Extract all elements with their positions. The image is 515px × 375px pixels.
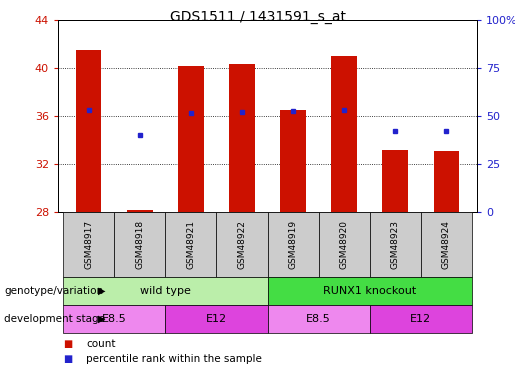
Text: GSM48923: GSM48923: [391, 220, 400, 269]
Text: ▶: ▶: [98, 314, 106, 324]
Text: percentile rank within the sample: percentile rank within the sample: [87, 354, 262, 364]
Bar: [267, 305, 370, 333]
Text: GSM48920: GSM48920: [340, 220, 349, 269]
Bar: [383, 150, 408, 212]
Text: E12: E12: [410, 314, 432, 324]
Text: GSM48921: GSM48921: [186, 220, 195, 269]
Bar: [165, 305, 267, 333]
Bar: [114, 212, 165, 277]
Text: ■: ■: [63, 339, 73, 349]
Bar: [165, 212, 216, 277]
Bar: [370, 212, 421, 277]
Bar: [434, 151, 459, 212]
Text: E8.5: E8.5: [102, 314, 127, 324]
Text: GSM48922: GSM48922: [237, 220, 247, 269]
Bar: [178, 66, 203, 212]
Text: E12: E12: [206, 314, 227, 324]
Text: GSM48924: GSM48924: [442, 220, 451, 269]
Text: development stage: development stage: [4, 314, 105, 324]
Text: genotype/variation: genotype/variation: [4, 286, 103, 296]
Text: RUNX1 knockout: RUNX1 knockout: [323, 286, 416, 296]
Bar: [267, 277, 472, 305]
Text: GSM48917: GSM48917: [84, 220, 93, 269]
Bar: [63, 212, 114, 277]
Bar: [229, 64, 255, 212]
Bar: [76, 50, 101, 212]
Bar: [267, 212, 319, 277]
Text: ■: ■: [63, 354, 73, 364]
Bar: [421, 212, 472, 277]
Text: ▶: ▶: [98, 286, 106, 296]
Bar: [280, 110, 306, 212]
Bar: [370, 305, 472, 333]
Bar: [331, 56, 357, 212]
Bar: [63, 277, 267, 305]
Bar: [319, 212, 370, 277]
Text: GSM48918: GSM48918: [135, 220, 144, 269]
Bar: [63, 305, 165, 333]
Text: GSM48919: GSM48919: [288, 220, 298, 269]
Text: E8.5: E8.5: [306, 314, 331, 324]
Text: count: count: [87, 339, 116, 349]
Text: GDS1511 / 1431591_s_at: GDS1511 / 1431591_s_at: [169, 10, 346, 24]
Bar: [127, 210, 152, 212]
Text: wild type: wild type: [140, 286, 191, 296]
Bar: [216, 212, 267, 277]
